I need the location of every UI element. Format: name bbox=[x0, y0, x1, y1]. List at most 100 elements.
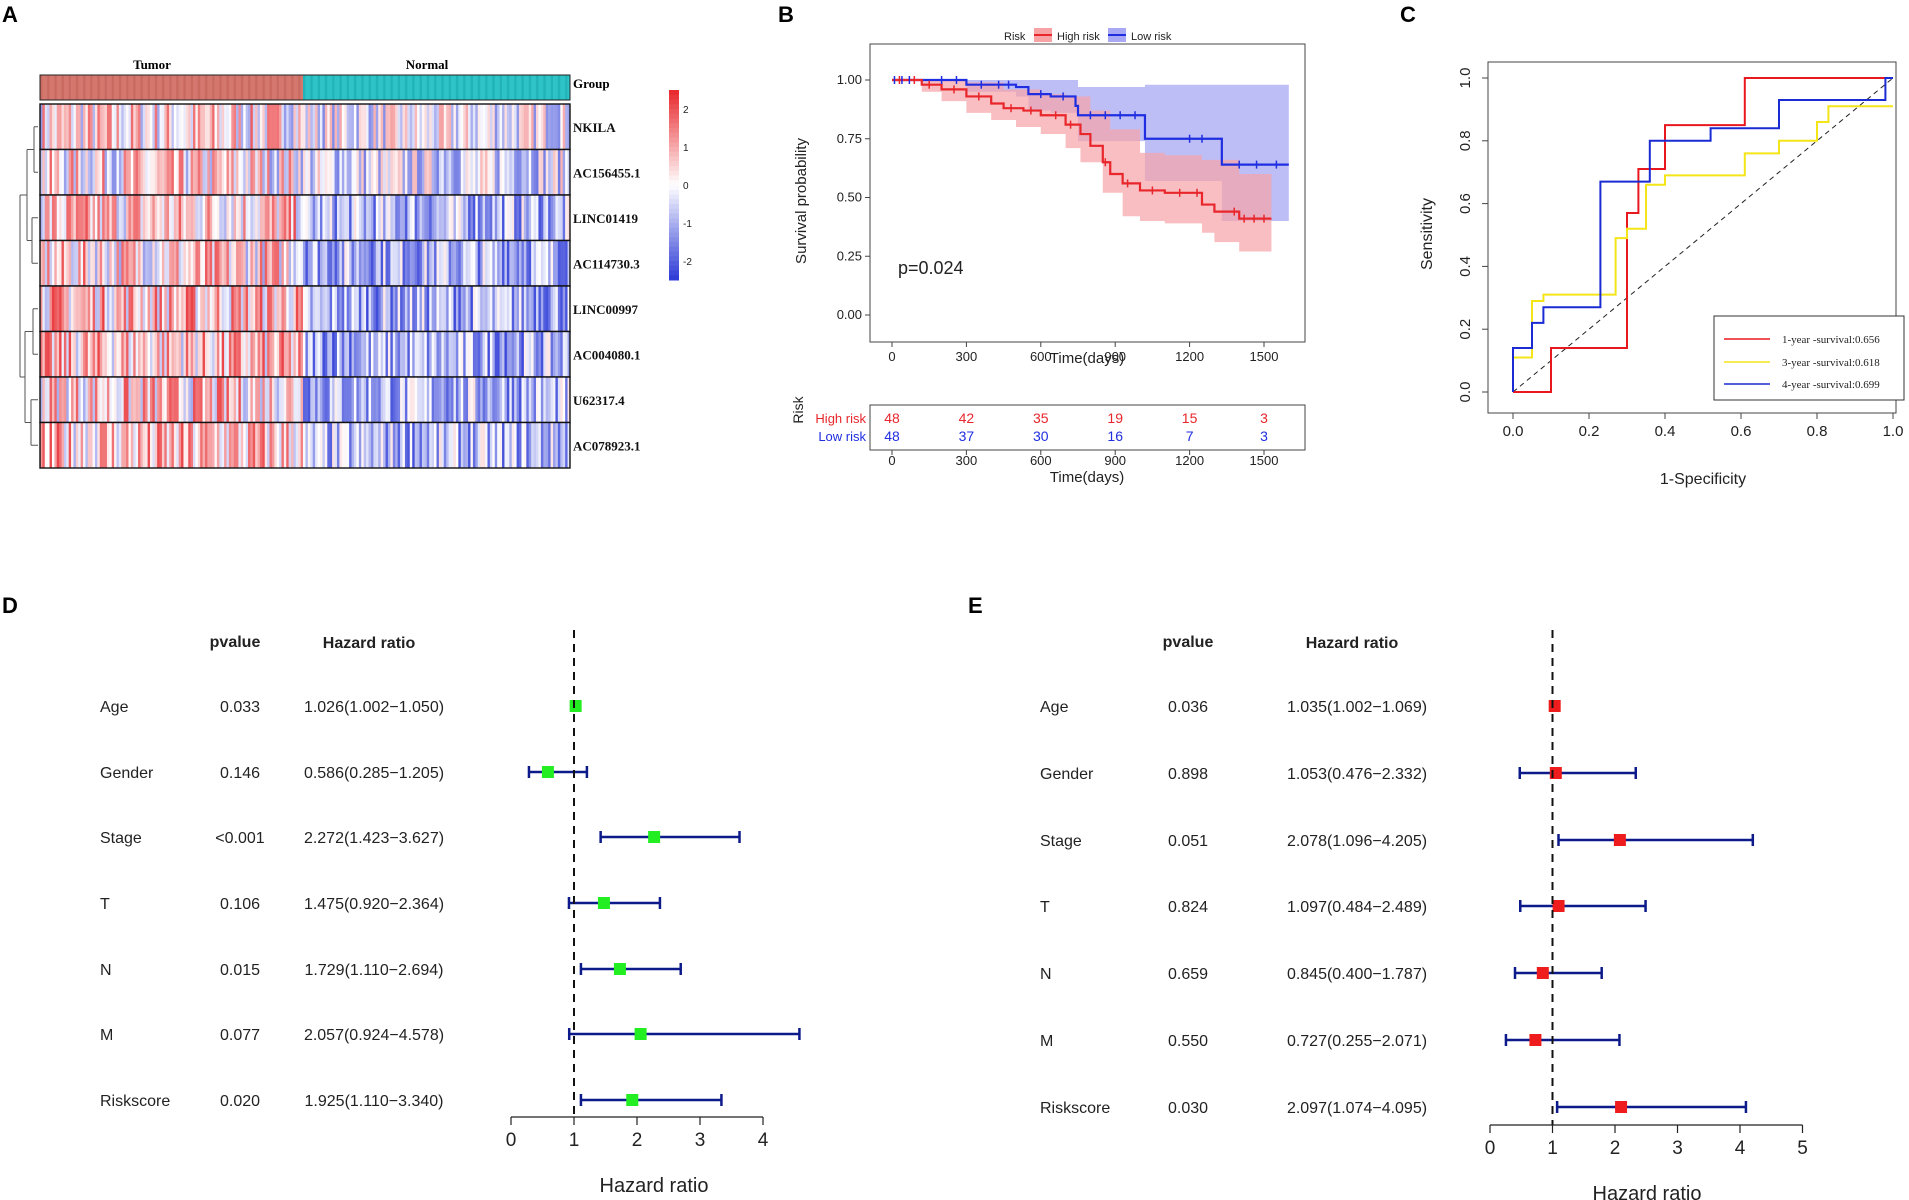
heatmap-cell bbox=[407, 240, 411, 286]
heatmap-cell bbox=[533, 331, 537, 377]
heatmap-cell bbox=[317, 195, 321, 241]
risk-table-x-tick-label: 1200 bbox=[1175, 453, 1204, 468]
heatmap-cell bbox=[395, 286, 398, 332]
heatmap-cell bbox=[44, 422, 48, 468]
heatmap-cell bbox=[51, 104, 55, 150]
legend-gradient-step bbox=[669, 213, 679, 219]
heatmap-cell bbox=[383, 195, 386, 241]
heatmap-cell bbox=[322, 104, 326, 150]
heatmap-cell bbox=[436, 104, 440, 150]
heatmap-cell bbox=[104, 149, 108, 195]
heatmap-cells bbox=[39, 103, 571, 469]
heatmap-cell bbox=[485, 195, 488, 241]
heatmap-cell bbox=[329, 377, 333, 423]
group-cell-normal bbox=[446, 75, 449, 100]
heatmap-cell bbox=[404, 331, 408, 377]
heatmap-cell bbox=[288, 240, 292, 286]
heatmap-cell bbox=[279, 240, 282, 286]
heatmap-cell bbox=[560, 377, 564, 423]
heatmap-cell bbox=[329, 240, 333, 286]
heatmap-cell bbox=[409, 195, 413, 241]
km-x-tick-label: 600 bbox=[1030, 349, 1052, 364]
heatmap-cell bbox=[514, 195, 517, 241]
heatmap-cell bbox=[506, 240, 510, 286]
heatmap-cell bbox=[421, 195, 425, 241]
group-cell-tumor bbox=[109, 75, 113, 100]
group-cell-tumor bbox=[90, 75, 93, 100]
heatmap-cell bbox=[383, 149, 386, 195]
heatmap-cell bbox=[111, 422, 115, 468]
heatmap-cell bbox=[111, 104, 115, 150]
heatmap-cell bbox=[121, 377, 124, 423]
group-cell-tumor bbox=[195, 75, 199, 100]
heatmap-cell bbox=[56, 331, 60, 377]
heatmap-cell bbox=[233, 240, 237, 286]
group-cell-tumor bbox=[288, 75, 292, 100]
heatmap-cell bbox=[118, 240, 122, 286]
heatmap-cell bbox=[470, 422, 474, 468]
heatmap-cell bbox=[252, 240, 256, 286]
heatmap-cell bbox=[344, 104, 347, 150]
heatmap-cell bbox=[250, 104, 254, 150]
heatmap-cell bbox=[166, 240, 170, 286]
legend-gradient-step bbox=[669, 123, 679, 129]
heatmap-cell bbox=[66, 195, 69, 241]
heatmap-cell bbox=[378, 240, 381, 286]
heatmap-cell bbox=[392, 377, 396, 423]
heatmap-cell bbox=[44, 195, 48, 241]
heatmap-cell bbox=[181, 240, 184, 286]
heatmap-cell bbox=[356, 240, 360, 286]
km-legend-high-label: High risk bbox=[1057, 31, 1100, 43]
group-cell-tumor bbox=[219, 75, 223, 100]
heatmap-cell bbox=[412, 286, 415, 332]
heatmap-cell bbox=[419, 195, 423, 241]
heatmap-cell bbox=[300, 149, 304, 195]
heatmap-cell bbox=[414, 286, 418, 332]
heatmap-cell bbox=[336, 195, 340, 241]
heatmap-cell bbox=[283, 240, 287, 286]
heatmap-cell bbox=[499, 104, 503, 150]
heatmap-cell bbox=[238, 377, 242, 423]
group-cell-normal bbox=[353, 75, 357, 100]
heatmap-cell bbox=[276, 149, 280, 195]
heatmap-cell bbox=[97, 104, 101, 150]
forest-d-hr-header: Hazard ratio bbox=[323, 635, 416, 652]
heatmap-cell bbox=[190, 195, 194, 241]
heatmap-cell bbox=[368, 104, 372, 150]
heatmap-cell bbox=[300, 104, 304, 150]
heatmap-cell bbox=[240, 422, 244, 468]
heatmap-cell bbox=[181, 377, 184, 423]
heatmap-cell bbox=[429, 331, 432, 377]
heatmap-cell bbox=[221, 104, 225, 150]
heatmap-cell bbox=[557, 422, 561, 468]
heatmap-cell bbox=[487, 104, 491, 150]
heatmap-cell bbox=[557, 286, 561, 332]
heatmap-cell bbox=[421, 331, 425, 377]
heatmap-cell bbox=[472, 240, 476, 286]
heatmap-cell bbox=[233, 104, 237, 150]
heatmap-cell bbox=[366, 422, 369, 468]
heatmap-cell bbox=[421, 377, 425, 423]
legend-gradient-step bbox=[669, 170, 679, 176]
heatmap-cell bbox=[538, 377, 542, 423]
heatmap-cell bbox=[195, 149, 199, 195]
heatmap-cell bbox=[257, 149, 261, 195]
heatmap-cell bbox=[216, 195, 220, 241]
heatmap-cell bbox=[523, 149, 527, 195]
forest-row-pvalue: 0.077 bbox=[220, 1027, 260, 1044]
group-cell-normal bbox=[334, 75, 338, 100]
heatmap-cell bbox=[312, 240, 316, 286]
group-cell-tumor bbox=[154, 75, 158, 100]
heatmap-cell bbox=[550, 422, 554, 468]
heatmap-cell bbox=[373, 149, 377, 195]
heatmap-cell bbox=[295, 240, 299, 286]
heatmap-cell bbox=[135, 195, 139, 241]
heatmap-cell bbox=[224, 195, 227, 241]
group-cell-normal bbox=[475, 75, 479, 100]
heatmap-cell bbox=[128, 422, 132, 468]
heatmap-cell bbox=[487, 422, 491, 468]
heatmap-cell bbox=[224, 377, 227, 423]
group-cell-normal bbox=[553, 75, 556, 100]
km-p-value: p=0.024 bbox=[898, 258, 964, 278]
forest-row-label: Gender bbox=[100, 765, 154, 782]
